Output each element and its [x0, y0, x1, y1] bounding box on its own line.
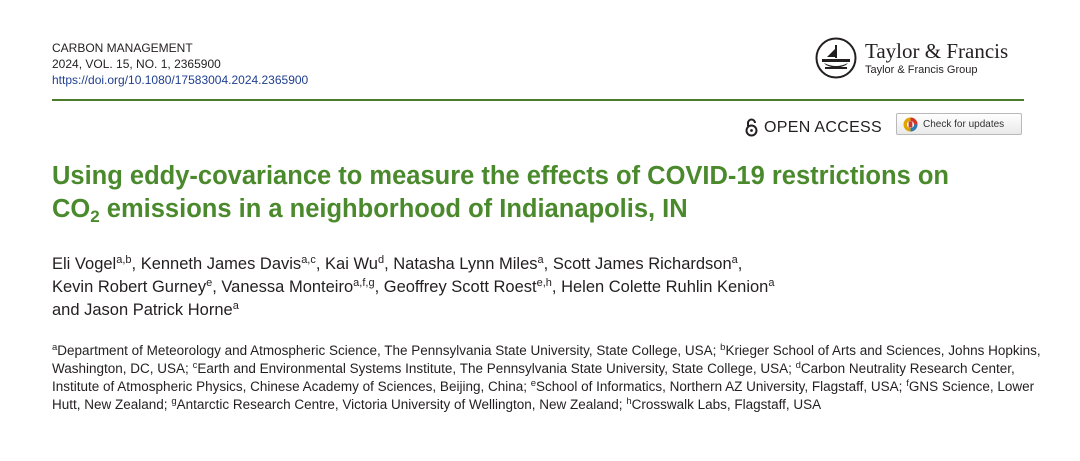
author-affiliation[interactable]: a,b	[116, 254, 132, 266]
author-name[interactable]: Geoffrey Scott Roest	[383, 278, 537, 296]
affiliation-text: Crosswalk Labs, Flagstaff, USA	[631, 397, 822, 412]
author-name[interactable]: and Jason Patrick Horne	[52, 301, 233, 319]
affiliation-key: c	[192, 360, 198, 371]
affiliation-key: h	[626, 396, 632, 407]
affiliation-text: Antarctic Research Centre, Victoria Univ…	[176, 397, 627, 412]
author-separator: ,	[315, 255, 326, 273]
author-affiliation[interactable]: e,h	[536, 277, 552, 289]
title-subscript: 2	[90, 207, 100, 226]
crossmark-icon	[903, 117, 918, 131]
affiliation-text: Krieger School of Arts and Sciences, Joh…	[52, 343, 1041, 376]
author-name[interactable]: Kai Wu	[325, 255, 378, 273]
header-divider	[52, 99, 1024, 101]
affiliation-key: b	[720, 342, 726, 353]
affiliation-text: Department of Meteorology and Atmospheri…	[57, 343, 721, 358]
author-name[interactable]: Scott James Richardson	[552, 255, 732, 273]
affiliation-key: e	[530, 378, 537, 389]
title-co: CO	[52, 195, 91, 223]
publisher-group: Taylor & Francis Group	[865, 63, 978, 76]
check-for-updates-button[interactable]: Check for updates	[896, 113, 1022, 135]
affiliation-key: g	[171, 396, 177, 407]
author-line-3: and Jason Patrick Hornea	[52, 299, 1032, 322]
author-name[interactable]: Natasha Lynn Miles	[393, 255, 538, 273]
tf-emblem-icon	[815, 37, 857, 79]
author-separator: ,	[551, 278, 562, 296]
author-affiliation[interactable]: a	[768, 277, 775, 289]
journal-citation: 2024, VOL. 15, NO. 1, 2365900	[52, 57, 221, 71]
affiliation-text: GNS Science, Lower Hutt, New Zealand;	[52, 379, 1035, 412]
author-separator: ,	[543, 255, 553, 273]
author-list: Eli Vogela,b, Kenneth James Davisa,c, Ka…	[52, 253, 1032, 322]
affiliation-key: d	[795, 360, 801, 371]
title-line-1: Using eddy-covariance to measure the eff…	[52, 162, 949, 190]
affiliation-text: Earth and Environmental Systems Institut…	[197, 361, 796, 376]
publisher-name: Taylor & Francis	[865, 38, 1009, 63]
affiliation-text: School of Informatics, Northern AZ Unive…	[536, 379, 907, 394]
title-line-2-rest: emissions in a neighborhood of Indianapo…	[99, 195, 688, 223]
author-separator: ,	[737, 255, 743, 273]
author-line-1: Eli Vogela,b, Kenneth James Davisa,c, Ka…	[52, 253, 1032, 276]
author-name[interactable]: Vanessa Monteiro	[221, 278, 354, 296]
author-affiliation[interactable]: a	[232, 300, 239, 312]
author-line-2: Kevin Robert Gurneye, Vanessa Monteiroa,…	[52, 276, 1032, 299]
title-line-2: CO2 emissions in a neighborhood of India…	[52, 193, 1032, 226]
journal-name: CARBON MANAGEMENT	[52, 41, 193, 55]
author-affiliation[interactable]: a	[537, 254, 544, 266]
author-name[interactable]: Kenneth James Davis	[140, 255, 302, 273]
author-affiliation[interactable]: d	[377, 254, 385, 266]
author-affiliation[interactable]: e	[206, 277, 213, 289]
author-affiliation[interactable]: a,c	[301, 254, 316, 266]
author-name[interactable]: Helen Colette Ruhlin Kenion	[561, 278, 769, 296]
author-separator: ,	[131, 255, 141, 273]
affiliation-key: a	[52, 342, 58, 353]
affiliations: aDepartment of Meteorology and Atmospher…	[52, 342, 1042, 414]
open-access-label: OPEN ACCESS	[764, 118, 883, 136]
author-separator: ,	[384, 255, 394, 273]
affiliation-key: f	[906, 378, 909, 389]
author-name[interactable]: Kevin Robert Gurney	[52, 278, 207, 296]
open-access-badge: OPEN ACCESS	[745, 118, 882, 137]
journal-info: CARBON MANAGEMENT 2024, VOL. 15, NO. 1, …	[52, 40, 308, 88]
open-lock-icon	[745, 118, 758, 137]
author-affiliation[interactable]: a	[731, 254, 738, 266]
doi-link[interactable]: https://doi.org/10.1080/17583004.2024.23…	[52, 73, 309, 87]
author-name[interactable]: Eli Vogel	[52, 255, 117, 273]
author-separator: ,	[374, 278, 384, 296]
author-affiliation[interactable]: a,f,g	[353, 277, 375, 289]
affiliation-text: Carbon Neutrality Research Center, Insti…	[52, 361, 1015, 394]
article-title: Using eddy-covariance to measure the eff…	[52, 160, 1032, 226]
author-separator: ,	[212, 278, 222, 296]
publisher-logo[interactable]: Taylor & Francis Taylor & Francis Group	[815, 37, 1008, 79]
check-for-updates-label: Check for updates	[923, 118, 1005, 130]
